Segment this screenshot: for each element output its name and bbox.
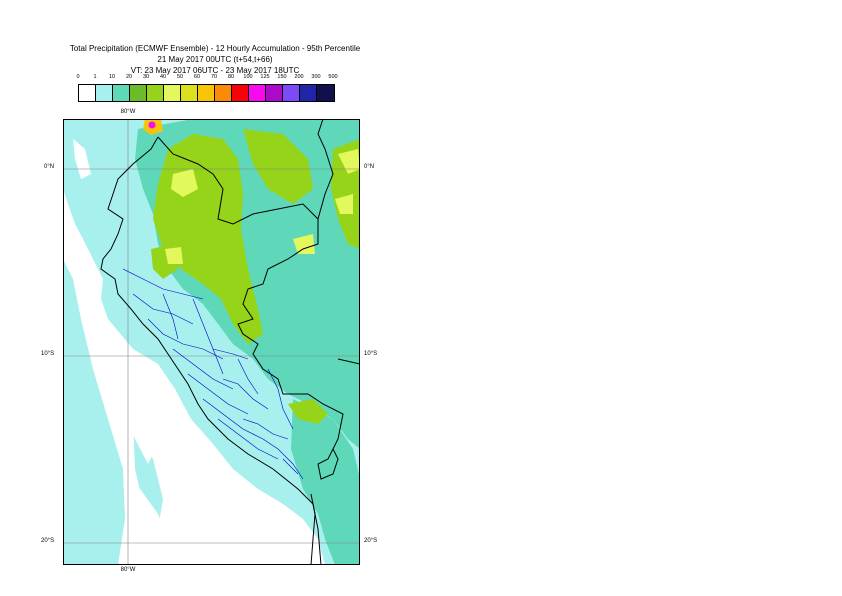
legend-swatch (249, 85, 266, 101)
precip-area-heavy-north (243, 129, 313, 204)
legend-color-bar (78, 84, 335, 102)
legend-swatch (113, 85, 130, 101)
legend-swatch (215, 85, 232, 101)
precip-area-very-heavy-3 (335, 194, 353, 214)
legend-swatch (164, 85, 181, 101)
precip-area-very-heavy-5 (165, 247, 183, 264)
precip-area-very-heavy-4 (293, 234, 315, 254)
legend-tick-label: 300 (311, 74, 321, 80)
precip-area-very-heavy-2 (338, 149, 360, 174)
chart-title-block: Total Precipitation (ECMWF Ensemble) - 1… (50, 43, 380, 76)
coastline (100, 136, 322, 565)
legend-swatch (198, 85, 215, 101)
legend-tick-label: 20 (125, 74, 133, 80)
legend-swatch (283, 85, 300, 101)
legend-tick-label: 150 (277, 74, 287, 80)
map-canvas (63, 119, 360, 565)
legend-tick-label: 200 (294, 74, 304, 80)
lon-label-80w-bottom: 80°W (120, 567, 136, 573)
dry-area-2 (133, 479, 173, 565)
lat-label-20s-right: 20°S (364, 538, 378, 544)
lon-label-80w-top: 80°W (120, 109, 136, 115)
precip-area-light-offshore (63, 259, 125, 565)
map-frame (63, 119, 360, 565)
color-legend: 0 1 10 20 30 40 50 60 70 80 100 125 150 200 300 500 (74, 74, 354, 102)
admin-boundaries (122, 268, 304, 480)
precip-peak (148, 121, 156, 129)
precip-area-light-streak-2 (83, 159, 113, 259)
legend-tick-label: 100 (243, 74, 253, 80)
legend-tick-label: 60 (193, 74, 201, 80)
legend-tick-label: 70 (210, 74, 218, 80)
precip-area-moderate-south (291, 399, 360, 565)
legend-tick-label: 0 (76, 74, 80, 80)
country-border-north (157, 119, 334, 225)
legend-tick-label: 500 (328, 74, 338, 80)
legend-swatch (96, 85, 113, 101)
legend-swatch (317, 85, 334, 101)
legend-tick-row: 0 1 10 20 30 40 50 60 70 80 100 125 150 200 300 500 (74, 74, 354, 84)
precip-area-very-heavy-1 (171, 169, 198, 197)
valid-time: VT: 23 May 2017 06UTC - 23 May 2017 18UT… (130, 66, 300, 75)
legend-tick-label: 10 (108, 74, 116, 80)
country-border-south (310, 358, 360, 565)
lat-label-10s-right: 10°S (364, 351, 378, 357)
legend-tick-label: 40 (159, 74, 167, 80)
legend-swatch (130, 85, 147, 101)
lat-label-0n-left: 0°N (44, 164, 55, 170)
legend-tick-label: 1 (93, 74, 97, 80)
lat-label-20s-left: 20°S (41, 538, 55, 544)
dry-area-1 (123, 389, 153, 464)
precip-area-heavy-south (288, 399, 328, 424)
lat-label-10s-left: 10°S (41, 351, 55, 357)
precip-map: 0°N 0°N 10°S 10°S 20°S 20°S 80°W 80°W (41, 109, 377, 573)
legend-tick-label: 50 (176, 74, 184, 80)
legend-tick-label: 80 (227, 74, 235, 80)
legend-swatch (147, 85, 164, 101)
legend-tick-label: 125 (260, 74, 270, 80)
country-border-east (237, 219, 344, 480)
legend-swatch (232, 85, 249, 101)
chart-title: Total Precipitation (ECMWF Ensemble) - 1… (69, 44, 361, 53)
legend-swatch (181, 85, 198, 101)
legend-swatch (79, 85, 96, 101)
legend-tick-label: 30 (142, 74, 150, 80)
lat-label-0n-right: 0°N (364, 164, 375, 170)
run-time: 21 May 2017 00UTC (t+54,t+66) (157, 55, 273, 64)
legend-swatch (266, 85, 283, 101)
legend-swatch (300, 85, 317, 101)
